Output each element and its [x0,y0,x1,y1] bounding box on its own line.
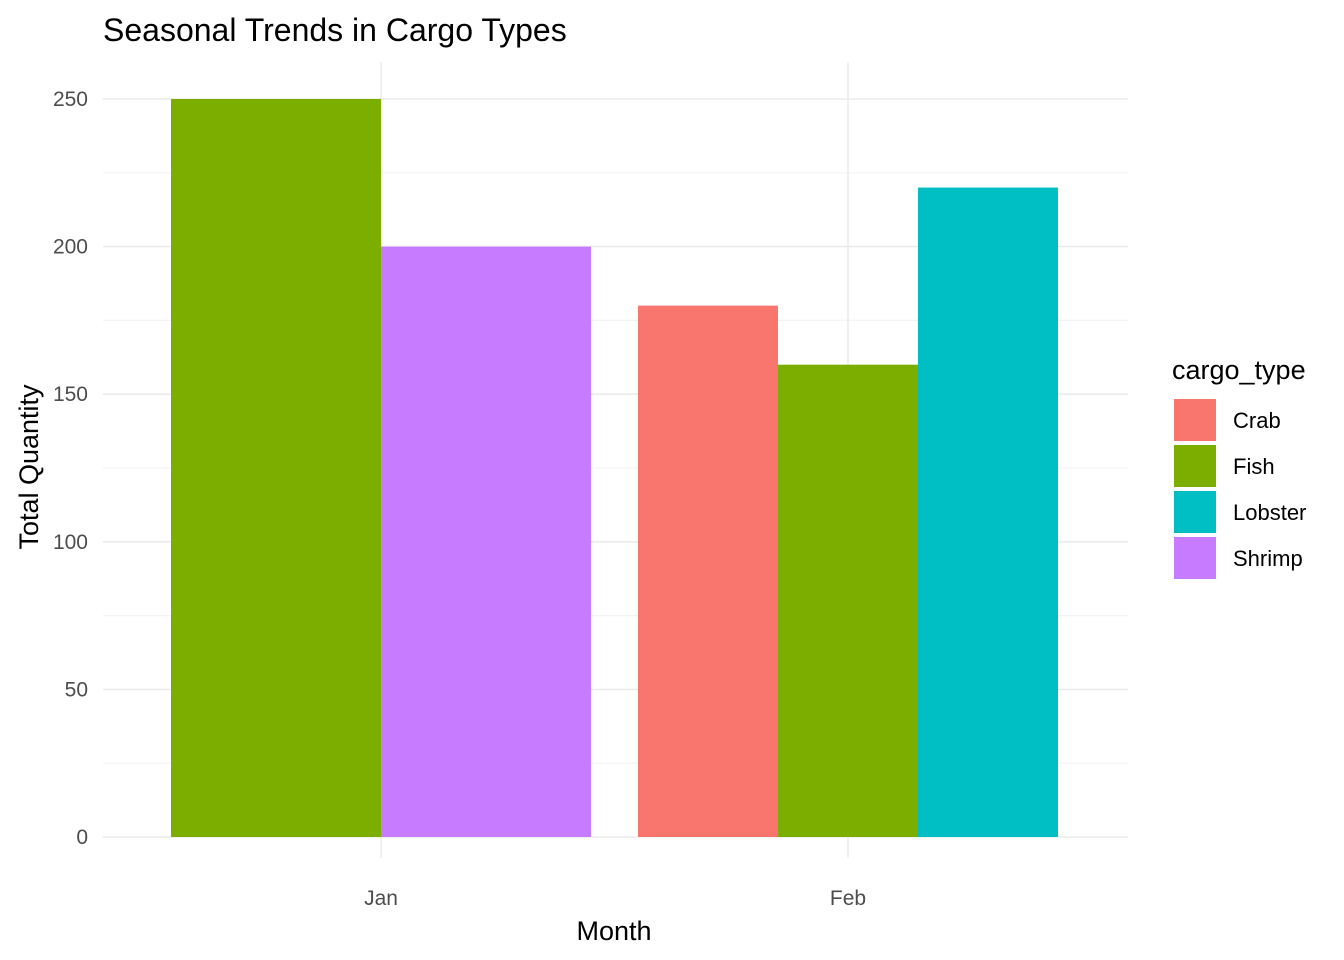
bar-feb-fish [778,364,918,837]
y-axis-ticks: 0 50 100 150 200 250 [53,88,88,849]
legend-items: Crab Fish Lobster Shrimp [1174,399,1306,579]
legend-swatch-fish [1174,445,1216,487]
y-tick-label: 200 [53,236,88,259]
bar-jan-shrimp [381,246,591,838]
legend-swatch-shrimp [1174,537,1216,579]
y-tick-label: 100 [53,531,88,554]
y-tick-label: 50 [65,678,88,701]
x-axis-title: Month [576,916,651,946]
legend-label-shrimp: Shrimp [1233,546,1303,571]
bar-jan-fish [171,99,381,837]
legend-label-fish: Fish [1233,454,1275,479]
x-tick-label: Feb [830,887,866,910]
legend-title: cargo_type [1172,355,1306,385]
y-tick-label: 250 [53,88,88,111]
bars [171,99,1058,838]
legend-label-lobster: Lobster [1233,500,1306,525]
x-axis-ticks: Jan Feb [364,887,866,910]
legend-label-crab: Crab [1233,408,1281,433]
legend-swatch-lobster [1174,491,1216,533]
chart-title: Seasonal Trends in Cargo Types [103,12,567,48]
bar-feb-lobster [918,187,1058,837]
legend-swatch-crab [1174,399,1216,441]
y-axis-title: Total Quantity [14,384,44,550]
bar-feb-crab [638,305,778,837]
legend: cargo_type Crab Fish Lobster Shrimp [1172,355,1306,579]
y-tick-label: 0 [76,826,88,849]
y-tick-label: 150 [53,383,88,406]
x-tick-label: Jan [364,887,398,910]
